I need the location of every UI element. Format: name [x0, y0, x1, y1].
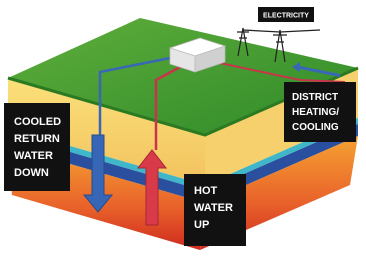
label-line: RETURN	[14, 133, 60, 145]
label-line: HEATING/	[292, 107, 339, 118]
label-line: DISTRICT	[292, 92, 338, 103]
label-line: WATER	[14, 150, 53, 162]
label-line: HOT	[194, 185, 218, 197]
geothermal-diagram: ELECTRICITY COOLED RETURN WATER DOWN HOT WATE…	[0, 0, 366, 260]
label-line: DOWN	[14, 167, 49, 179]
electricity-label: ELECTRICITY	[263, 13, 309, 20]
label-line: UP	[194, 219, 209, 231]
label-line: COOLED	[14, 116, 61, 128]
label-line: COOLING	[292, 122, 339, 133]
label-line: WATER	[194, 202, 233, 214]
